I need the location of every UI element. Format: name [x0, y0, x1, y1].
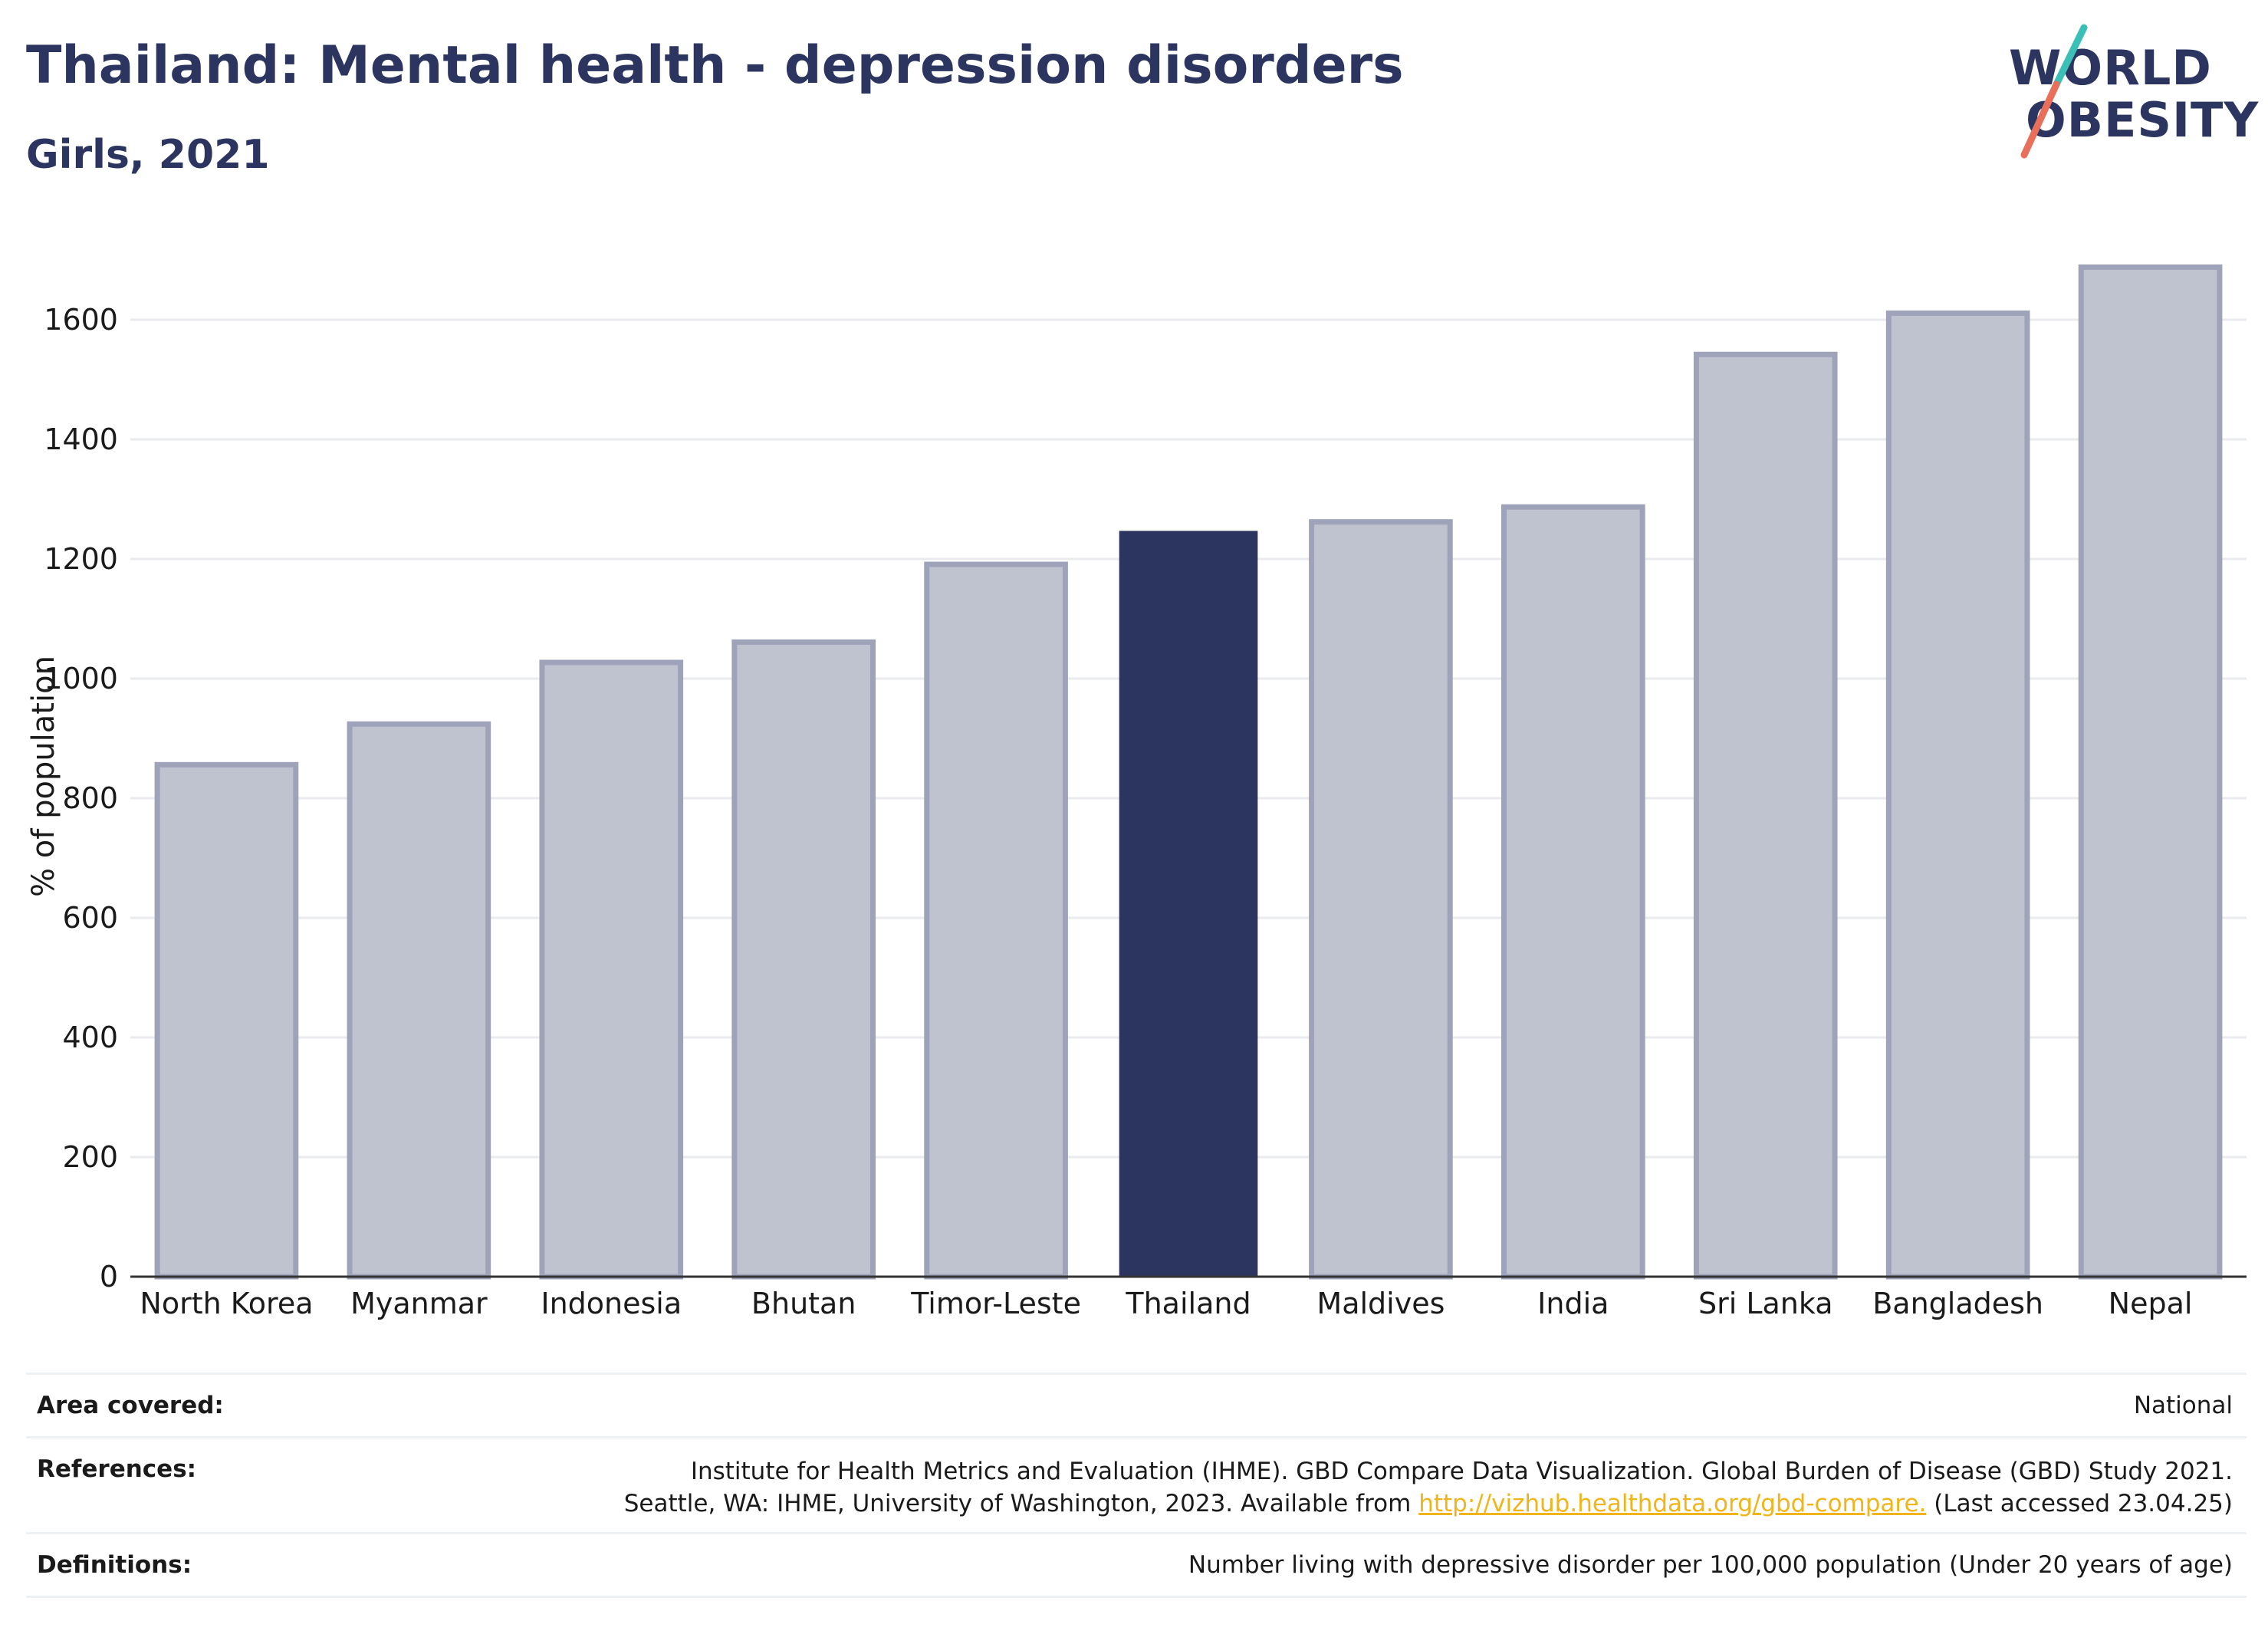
- y-tick-label: 400: [62, 1021, 118, 1054]
- world-obesity-logo: WORLD OBESITY: [1994, 23, 2258, 169]
- bar-bangladesh: [1885, 310, 2030, 1280]
- bar-maldives: [1309, 519, 1453, 1280]
- x-tick-label: Bhutan: [751, 1287, 856, 1320]
- y-tick-label: 0: [100, 1260, 118, 1294]
- logo-text-obesity: OBESITY: [2026, 92, 2260, 148]
- area-covered-value: National: [2133, 1392, 2233, 1419]
- definitions-value: Number living with depressive disorder p…: [1188, 1551, 2233, 1579]
- bars: [154, 264, 2223, 1280]
- definitions-label: Definitions:: [37, 1551, 192, 1579]
- area-covered-label: Area covered:: [37, 1392, 224, 1419]
- info-row-definitions: Definitions: Number living with depressi…: [26, 1532, 2247, 1598]
- y-tick-label: 1200: [44, 542, 118, 576]
- chart-title: Thailand: Mental health - depression dis…: [26, 35, 1404, 96]
- bar-chart: 0 200 400 600 800 1000 1200 1400 1600 North Korea…: [26, 264, 2247, 1320]
- y-tick-label: 800: [62, 781, 118, 815]
- x-tick-label: Thailand: [1125, 1287, 1251, 1320]
- references-line-2-pre: Seattle, WA: IHME, University of Washing…: [623, 1490, 1419, 1517]
- y-tick-label: 1000: [44, 662, 118, 695]
- logo-slash-icon: [2020, 24, 2088, 159]
- x-tick-label: India: [1537, 1287, 1609, 1320]
- chart-subtitle: Girls, 2021: [26, 132, 270, 178]
- x-tick-label: Timor-Leste: [910, 1287, 1081, 1320]
- y-tick-label: 600: [62, 901, 118, 935]
- y-tick-label: 1400: [44, 422, 118, 456]
- bar-thailand: [1119, 531, 1258, 1277]
- y-tick-label: 1600: [44, 303, 118, 337]
- y-axis-title: % of population: [26, 656, 61, 897]
- x-tick-label: Bangladesh: [1872, 1287, 2043, 1320]
- bar-myanmar: [347, 721, 491, 1280]
- references-line-1: Institute for Health Metrics and Evaluat…: [690, 1458, 2233, 1485]
- x-tick-label: Indonesia: [541, 1287, 682, 1320]
- axes: 0 200 400 600 800 1000 1200 1400 1600 North Korea…: [44, 303, 2247, 1320]
- x-tick-label: Sri Lanka: [1698, 1287, 1833, 1320]
- x-tick-label: Myanmar: [350, 1287, 488, 1320]
- x-tick-label: Maldives: [1316, 1287, 1445, 1320]
- bar-indonesia: [539, 659, 684, 1280]
- logo-text-world: WORLD: [2009, 40, 2212, 96]
- bar-india: [1500, 504, 1645, 1280]
- info-row-area: Area covered: National: [26, 1373, 2247, 1436]
- bar-bhutan: [731, 639, 876, 1280]
- info-row-references: References: Institute for Health Metrics…: [26, 1436, 2247, 1532]
- bar-timor-leste: [924, 561, 1068, 1280]
- x-tick-label: Nepal: [2109, 1287, 2193, 1320]
- references-label: References:: [37, 1455, 197, 1483]
- references-line-2-post: (Last accessed 23.04.25): [1926, 1490, 2233, 1517]
- references-link[interactable]: http://vizhub.healthdata.org/gbd-compare…: [1418, 1490, 1927, 1517]
- x-tick-label: North Korea: [140, 1287, 313, 1320]
- info-table: Area covered: National References: Insti…: [26, 1373, 2247, 1598]
- bar-north-korea: [154, 761, 299, 1280]
- bar-sri-lanka: [1693, 351, 1838, 1280]
- bar-nepal: [2078, 264, 2223, 1280]
- y-tick-label: 200: [62, 1140, 118, 1174]
- references-value: Institute for Health Metrics and Evaluat…: [624, 1438, 2247, 1520]
